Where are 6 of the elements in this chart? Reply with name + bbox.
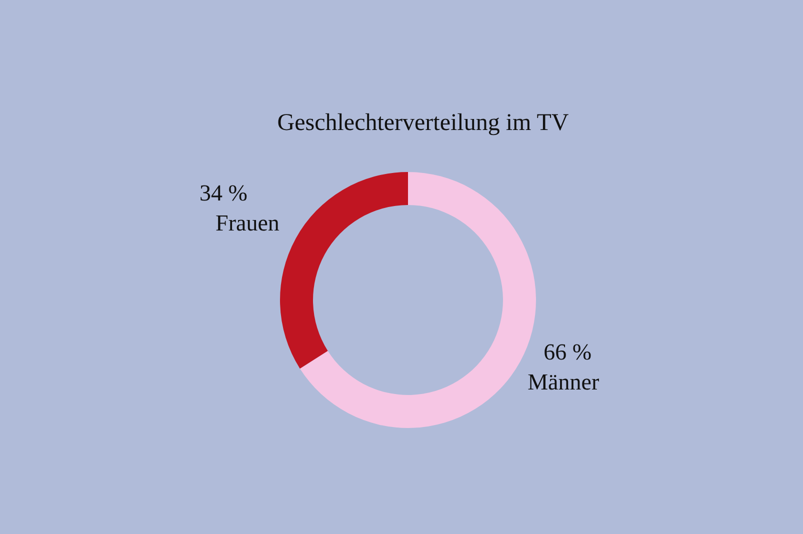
data-label: 66 % <box>544 339 592 364</box>
slice-label: Männer <box>528 369 600 394</box>
slice-label: Frauen <box>216 210 280 236</box>
donut-slice <box>280 172 408 369</box>
chart-title: Geschlechterverteilung im TV <box>277 110 570 136</box>
data-label: 34 % <box>199 180 248 206</box>
